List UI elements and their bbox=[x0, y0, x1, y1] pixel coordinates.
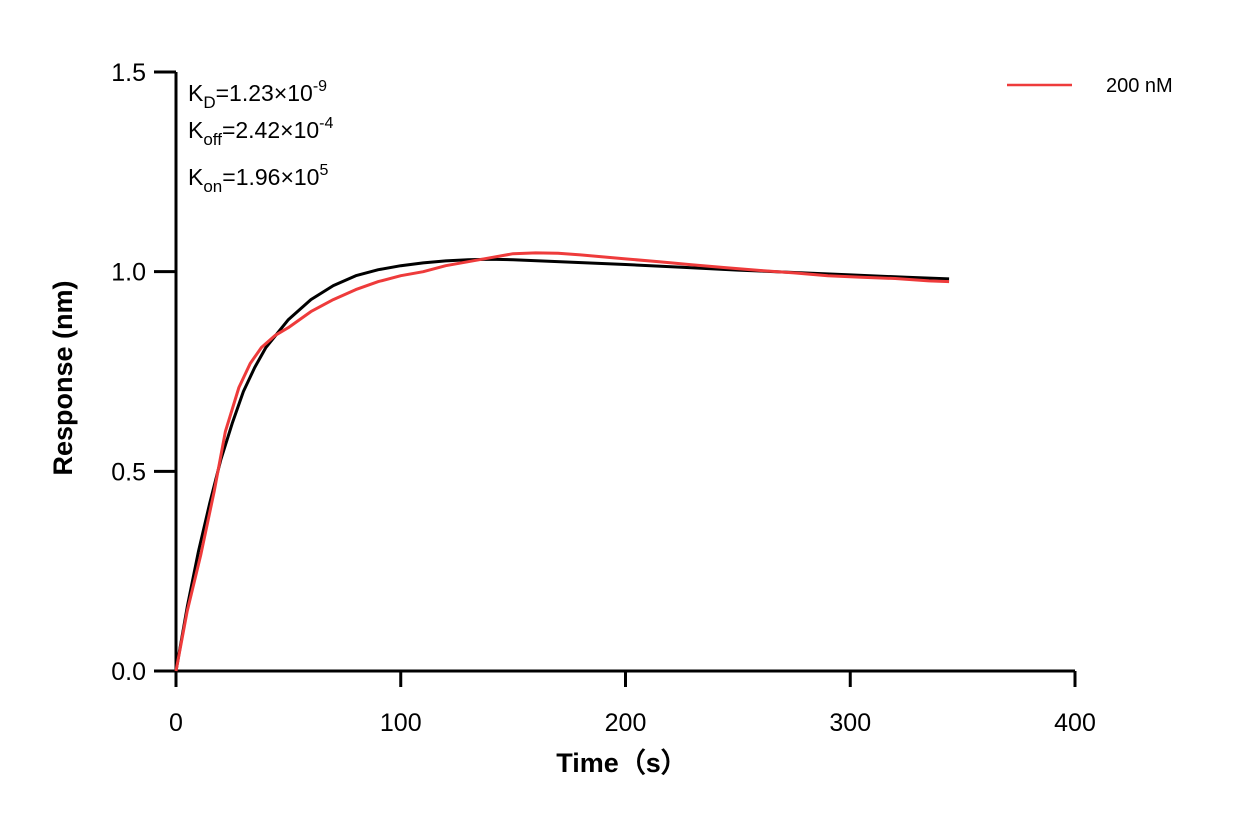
annotation-block: KD=1.23×10-9 Koff=2.42×10-4 Kon=1.96×105 bbox=[188, 78, 333, 196]
annotation-koff: Koff=2.42×10-4 bbox=[188, 115, 333, 149]
y-tick-label: 1.0 bbox=[111, 259, 146, 287]
y-tick-label: 0.5 bbox=[111, 458, 146, 486]
annotation-kon: Kon=1.96×105 bbox=[188, 162, 328, 196]
x-tick-label: 400 bbox=[1054, 709, 1096, 737]
y-tick-label: 0.0 bbox=[111, 658, 146, 686]
y-tick-label: 1.5 bbox=[111, 59, 146, 87]
x-axis-label: Time（s） bbox=[556, 748, 688, 778]
x-tick-label: 200 bbox=[605, 709, 647, 737]
series-group bbox=[174, 251, 950, 672]
annotation-kd: KD=1.23×10-9 bbox=[188, 78, 327, 112]
fit-curve-line bbox=[174, 257, 950, 672]
x-tick-label: 0 bbox=[169, 709, 183, 737]
series-line-200nm bbox=[174, 251, 950, 672]
axes: 0 100 200 300 400 0.0 0.5 1.0 1.5 bbox=[111, 59, 1096, 737]
legend: 200 nM bbox=[1007, 75, 1173, 97]
legend-label: 200 nM bbox=[1106, 75, 1173, 97]
x-tick-label: 300 bbox=[829, 709, 871, 737]
x-tick-label: 100 bbox=[380, 709, 422, 737]
y-axis-label: Response (nm) bbox=[48, 280, 78, 475]
